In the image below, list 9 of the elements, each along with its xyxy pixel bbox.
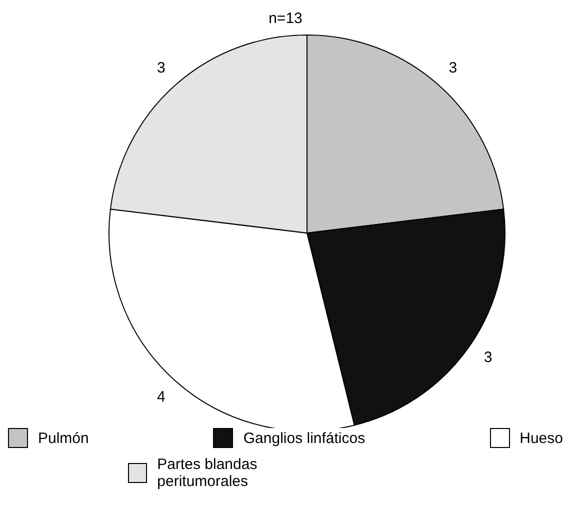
legend-label: Hueso (520, 430, 563, 446)
data-label: 4 (156, 388, 166, 406)
data-label: 3 (448, 59, 458, 76)
data-label: 3 (484, 348, 492, 366)
legend-label: Pulmón (38, 430, 89, 446)
data-label: 3 (156, 59, 166, 76)
legend-label: Partes blandas peritumorales (157, 456, 258, 490)
chart-title: n=13 (268, 10, 304, 27)
legend-label: Ganglios linfáticos (243, 430, 366, 446)
